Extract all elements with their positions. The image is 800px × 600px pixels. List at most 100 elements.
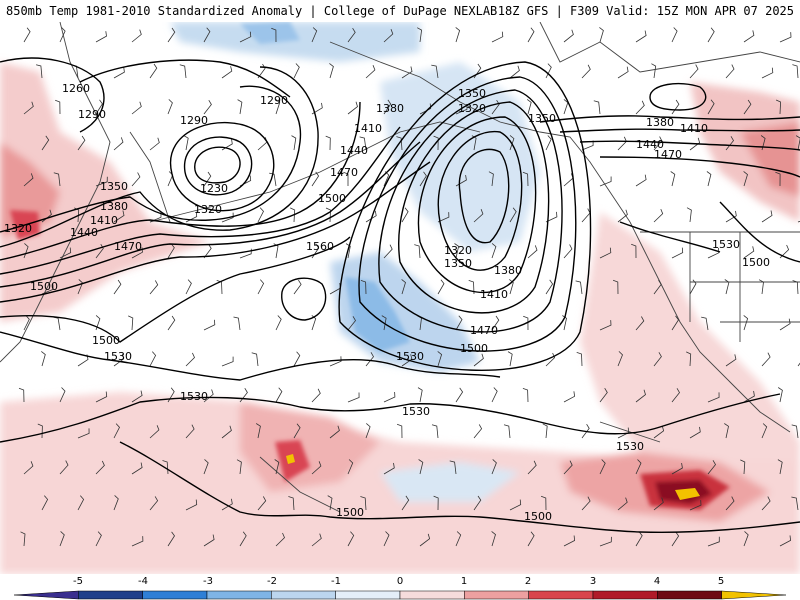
wind-barb — [418, 459, 424, 475]
contour-1260-low — [184, 136, 253, 196]
contour-label: 1410 — [354, 122, 382, 135]
wind-barb — [725, 496, 735, 511]
wind-barb — [311, 315, 317, 331]
wind-barb — [414, 244, 421, 259]
wind-barb — [707, 99, 715, 115]
wind-barb — [488, 171, 494, 187]
wind-barb — [653, 208, 664, 223]
contour-label: 1380 — [494, 264, 522, 277]
wind-barb — [255, 423, 261, 439]
wind-barb — [617, 66, 629, 79]
wind-barb — [707, 536, 720, 547]
wind-barb — [653, 352, 662, 367]
wind-barb — [41, 351, 46, 367]
wind-barb — [724, 279, 730, 295]
wind-barb — [59, 531, 65, 547]
wind-barb — [239, 248, 252, 259]
wind-barb — [95, 460, 105, 475]
wind-barb — [347, 459, 354, 475]
wind-barb — [433, 495, 439, 511]
wind-barb — [131, 462, 143, 475]
wind-barb — [329, 63, 334, 79]
contour-1290-low — [169, 122, 275, 212]
colorbar-swatch — [271, 590, 336, 600]
wind-barb — [149, 280, 159, 295]
wind-barb — [113, 353, 125, 367]
wind-barb — [55, 99, 61, 115]
contour-label: 1530 — [396, 350, 424, 363]
wind-barb — [581, 423, 590, 439]
wind-barb — [273, 243, 279, 259]
wind-barb — [575, 280, 583, 295]
wind-barb — [23, 173, 34, 187]
wind-barb — [743, 246, 755, 259]
wind-barb — [401, 279, 406, 295]
wind-barb — [251, 352, 259, 367]
wind-barb — [743, 531, 749, 547]
wind-barb — [599, 387, 608, 403]
wind-barb — [95, 391, 108, 403]
map-title: 850mb Temp 1981-2010 Standardized Anomal… — [6, 4, 498, 18]
wind-barb — [419, 103, 432, 115]
contour-label: 1350 — [458, 87, 486, 100]
wind-barb — [59, 27, 66, 43]
wind-barb — [761, 496, 771, 511]
wind-barb — [327, 495, 333, 511]
contour-label: 1320 — [458, 102, 486, 115]
colorbar-tick-label: 1 — [461, 576, 467, 587]
wind-barb — [725, 354, 737, 367]
wind-barb — [167, 243, 175, 259]
wind-barb — [257, 496, 267, 511]
contour-label: 1320 — [194, 203, 222, 216]
wind-barb — [20, 531, 26, 547]
wind-barb — [417, 387, 423, 403]
wind-barb — [779, 318, 791, 331]
wind-barb — [419, 171, 427, 187]
contour-label: 1290 — [180, 114, 208, 127]
wind-barb — [23, 315, 30, 331]
wind-barb — [473, 424, 483, 439]
wind-barb — [455, 531, 462, 547]
wind-barb — [437, 212, 450, 223]
colorbar-swatch — [399, 590, 465, 600]
wind-barb — [635, 316, 645, 331]
wind-barb — [545, 211, 558, 223]
wind-barb — [131, 172, 141, 187]
coastline-west-coast — [629, 221, 791, 433]
colorbar-swatch — [142, 590, 208, 600]
contour-label: 1380 — [100, 200, 128, 213]
wind-barb — [23, 101, 34, 115]
contour-north-1260 — [0, 57, 105, 133]
contour-label: 1350 — [100, 180, 128, 193]
wind-barb — [779, 535, 792, 547]
contour-label: 1410 — [480, 288, 508, 301]
wind-barb — [617, 136, 627, 151]
wind-barb — [167, 27, 176, 43]
wind-barb — [491, 243, 497, 259]
contour-ne-high — [649, 82, 707, 111]
wind-barb — [236, 459, 242, 475]
wind-barb — [437, 351, 443, 367]
wind-barb — [113, 137, 124, 151]
wind-barb — [113, 279, 122, 295]
contour-label: 1260 — [62, 82, 90, 95]
wind-barb — [725, 136, 734, 151]
colorbar-ticks: -5 -4 -3 -2 -1 0 1 2 3 4 5 — [73, 576, 724, 587]
wind-barb — [293, 63, 300, 79]
wind-barb — [41, 284, 54, 295]
wind-barb — [454, 243, 460, 259]
wind-barb — [41, 495, 49, 511]
wind-barb — [203, 459, 209, 475]
wind-barb — [288, 496, 295, 511]
wind-barb — [795, 135, 800, 151]
colorbar-swatch — [335, 590, 401, 600]
wind-barb — [383, 29, 394, 43]
wind-barb — [383, 99, 392, 115]
wind-barb — [689, 500, 702, 511]
wind-barb — [671, 315, 679, 331]
wind-barb — [325, 135, 331, 151]
wind-barb — [185, 499, 198, 511]
wind-barb — [381, 315, 387, 331]
wind-barb — [599, 247, 612, 259]
wind-barb — [95, 243, 104, 259]
